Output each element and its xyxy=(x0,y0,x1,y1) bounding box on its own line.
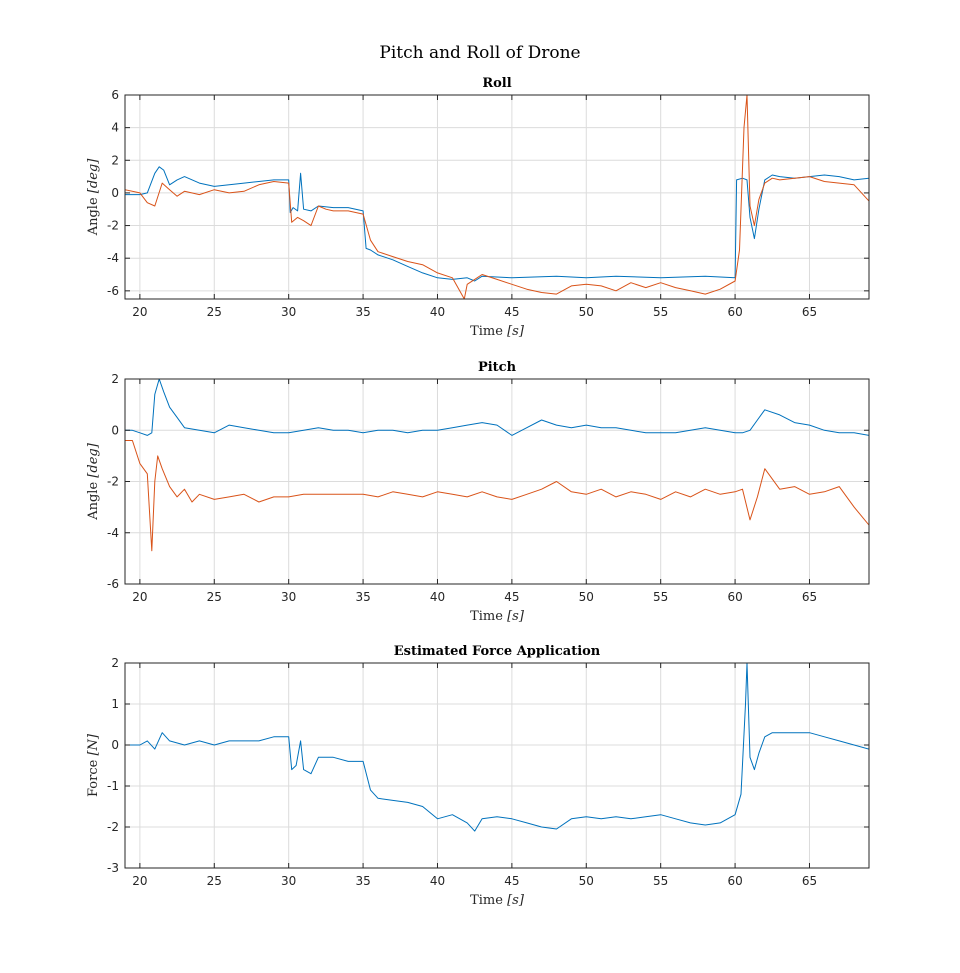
force-y-tick-label: -2 xyxy=(107,820,119,834)
force-x-tick-label: 20 xyxy=(132,874,147,888)
pitch-x-axis-label: Time [s] xyxy=(470,609,525,624)
pitch-series-1-line xyxy=(125,379,869,436)
roll-x-tick-label: 30 xyxy=(281,305,296,319)
pitch-panel-title: Pitch xyxy=(478,360,517,375)
panel-force: 20 25 30 35 40 45 50 55 60 65 -3 -2 -1 0 1 2 Estimated F… xyxy=(86,644,870,908)
force-y-tick-label: -1 xyxy=(107,779,119,793)
roll-x-tick-label: 40 xyxy=(430,305,445,319)
roll-x-tick-label: 50 xyxy=(579,305,594,319)
pitch-y-tick-label: -2 xyxy=(107,475,119,489)
pitch-y-tick-label: -4 xyxy=(107,526,119,540)
pitch-x-tick-label: 20 xyxy=(132,590,147,604)
pitch-x-tick-label: 25 xyxy=(207,590,222,604)
force-y-tick-label: 1 xyxy=(111,697,119,711)
roll-panel-title: Roll xyxy=(482,76,511,91)
roll-series-2-line xyxy=(125,95,869,299)
roll-y-tick-label: 2 xyxy=(111,153,119,167)
force-x-tick-label: 45 xyxy=(504,874,519,888)
roll-x-axis-label: Time [s] xyxy=(470,324,525,339)
pitch-y-axis-label: Angle [deg] xyxy=(86,442,101,520)
roll-x-tick-label: 25 xyxy=(207,305,222,319)
roll-y-axis-label: Angle [deg] xyxy=(86,158,101,236)
roll-x-tick-label: 45 xyxy=(504,305,519,319)
force-x-tick-label: 30 xyxy=(281,874,296,888)
roll-x-tick-label: 20 xyxy=(132,305,147,319)
roll-x-tick-label: 35 xyxy=(355,305,370,319)
roll-x-tick-label: 65 xyxy=(802,305,817,319)
roll-y-tick-label: -6 xyxy=(107,284,119,298)
force-y-tick-label: 2 xyxy=(111,656,119,670)
figure-title: Pitch and Roll of Drone xyxy=(379,43,580,63)
force-x-tick-label: 35 xyxy=(355,874,370,888)
pitch-y-tick-label: 0 xyxy=(111,423,119,437)
roll-x-tick-label: 55 xyxy=(653,305,668,319)
force-x-tick-label: 55 xyxy=(653,874,668,888)
roll-series-1-line xyxy=(125,166,869,282)
force-series-1-line xyxy=(125,663,869,832)
roll-plot-area xyxy=(125,95,869,299)
force-x-tick-label: 25 xyxy=(207,874,222,888)
pitch-x-tick-label: 45 xyxy=(504,590,519,604)
force-plot-area xyxy=(125,663,869,868)
pitch-series-2-line xyxy=(125,440,869,552)
panel-roll: 20 25 30 35 40 45 50 55 60 65 -6 -4 -2 0 2 4 6 Roll Time [… xyxy=(86,76,870,339)
pitch-x-tick-label: 60 xyxy=(727,590,742,604)
force-y-axis-label: Force [N] xyxy=(86,733,101,797)
pitch-x-tick-label: 65 xyxy=(802,590,817,604)
force-y-tick-label: 0 xyxy=(111,738,119,752)
pitch-x-tick-label: 40 xyxy=(430,590,445,604)
pitch-x-tick-label: 55 xyxy=(653,590,668,604)
force-panel-title: Estimated Force Application xyxy=(394,644,601,659)
force-x-tick-label: 65 xyxy=(802,874,817,888)
pitch-y-tick-label: 2 xyxy=(111,372,119,386)
panel-pitch: 20 25 30 35 40 45 50 55 60 65 -6 -4 -2 0 2 Pitch Time [s… xyxy=(86,360,870,624)
roll-y-tick-label: -2 xyxy=(107,219,119,233)
roll-x-tick-label: 60 xyxy=(727,305,742,319)
force-y-tick-label: -3 xyxy=(107,861,119,875)
pitch-x-tick-label: 35 xyxy=(355,590,370,604)
roll-axes-box xyxy=(124,94,870,300)
force-x-tick-label: 50 xyxy=(579,874,594,888)
force-x-axis-label: Time [s] xyxy=(470,893,525,908)
pitch-x-tick-label: 30 xyxy=(281,590,296,604)
roll-y-tick-label: 6 xyxy=(111,88,119,102)
roll-y-tick-label: 4 xyxy=(111,121,119,135)
roll-y-tick-label: -4 xyxy=(107,251,119,265)
pitch-x-tick-label: 50 xyxy=(579,590,594,604)
roll-y-tick-label: 0 xyxy=(111,186,119,200)
pitch-y-tick-label: -6 xyxy=(107,577,119,591)
force-x-tick-label: 40 xyxy=(430,874,445,888)
force-x-tick-label: 60 xyxy=(727,874,742,888)
force-axes-box xyxy=(124,662,870,869)
